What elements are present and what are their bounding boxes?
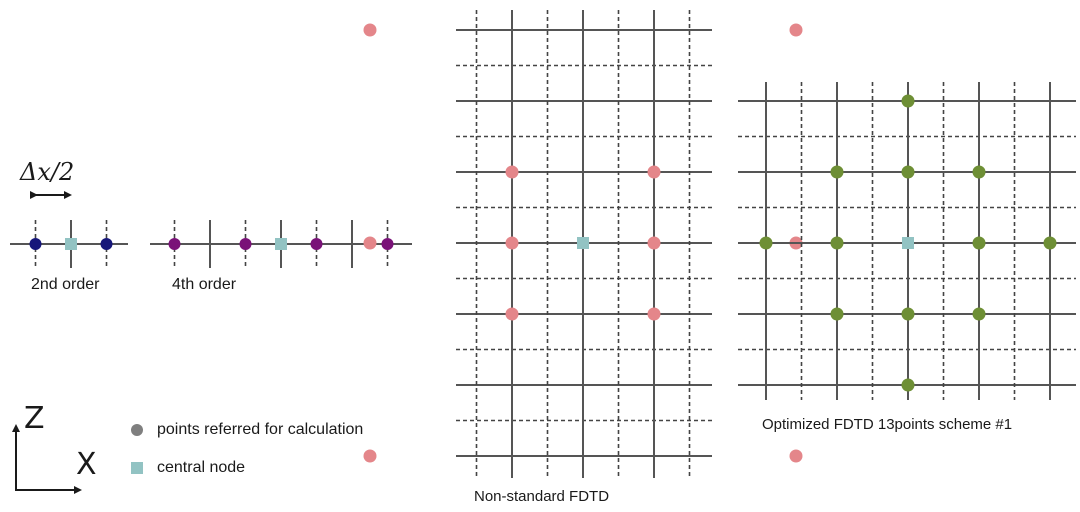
stencil-point [789, 449, 803, 463]
nonstandard-fdtd-grid [363, 10, 803, 478]
stencil-point [1043, 236, 1057, 250]
nonstandard-label: Non-standard FDTD [474, 488, 610, 505]
stencil-point [647, 307, 661, 321]
optimized-fdtd-grid [738, 82, 1076, 400]
step-label: Δx/2 [20, 158, 75, 186]
second-order-label: 2nd order [31, 276, 100, 293]
second-order-stencil [10, 220, 128, 268]
legend-point-marker [131, 424, 143, 436]
central-node [577, 237, 589, 249]
stencil-point [647, 165, 661, 179]
legend-point-label: points referred for calculation [157, 421, 364, 438]
stencil-point [789, 23, 803, 37]
stencil-point [830, 236, 844, 250]
stencil-point [901, 307, 915, 321]
stencil-point [363, 23, 377, 37]
stencil-point [647, 236, 661, 250]
z-axis-label: Z [24, 401, 45, 436]
stencil-point [100, 238, 113, 250]
x-axis-label: X [76, 447, 97, 482]
central-node [902, 237, 914, 249]
fourth-order-label: 4th order [172, 276, 237, 293]
stencil-point [972, 236, 986, 250]
stencil-point [505, 236, 519, 250]
optimized-label: Optimized FDTD 13points scheme #1 [762, 416, 1013, 433]
stencil-point [830, 165, 844, 179]
stencil-point [29, 238, 42, 250]
stencil-point [168, 238, 181, 250]
stencil-point [830, 307, 844, 321]
stencil-point [901, 94, 915, 108]
stencil-point [381, 238, 394, 250]
legend-central-label: central node [157, 459, 246, 476]
fourth-order-stencil [150, 220, 412, 268]
central-node [65, 238, 77, 250]
stencil-point [972, 165, 986, 179]
stencil-point [759, 236, 773, 250]
central-node [275, 238, 287, 250]
legend-central-marker [131, 462, 143, 474]
stencil-point [505, 307, 519, 321]
stencil-point [901, 378, 915, 392]
stencil-point [363, 449, 377, 463]
stencil-point [972, 307, 986, 321]
stencil-point [901, 165, 915, 179]
stencil-point [505, 165, 519, 179]
stencil-point [239, 238, 252, 250]
stencil-point [363, 236, 377, 250]
stencil-point [310, 238, 323, 250]
